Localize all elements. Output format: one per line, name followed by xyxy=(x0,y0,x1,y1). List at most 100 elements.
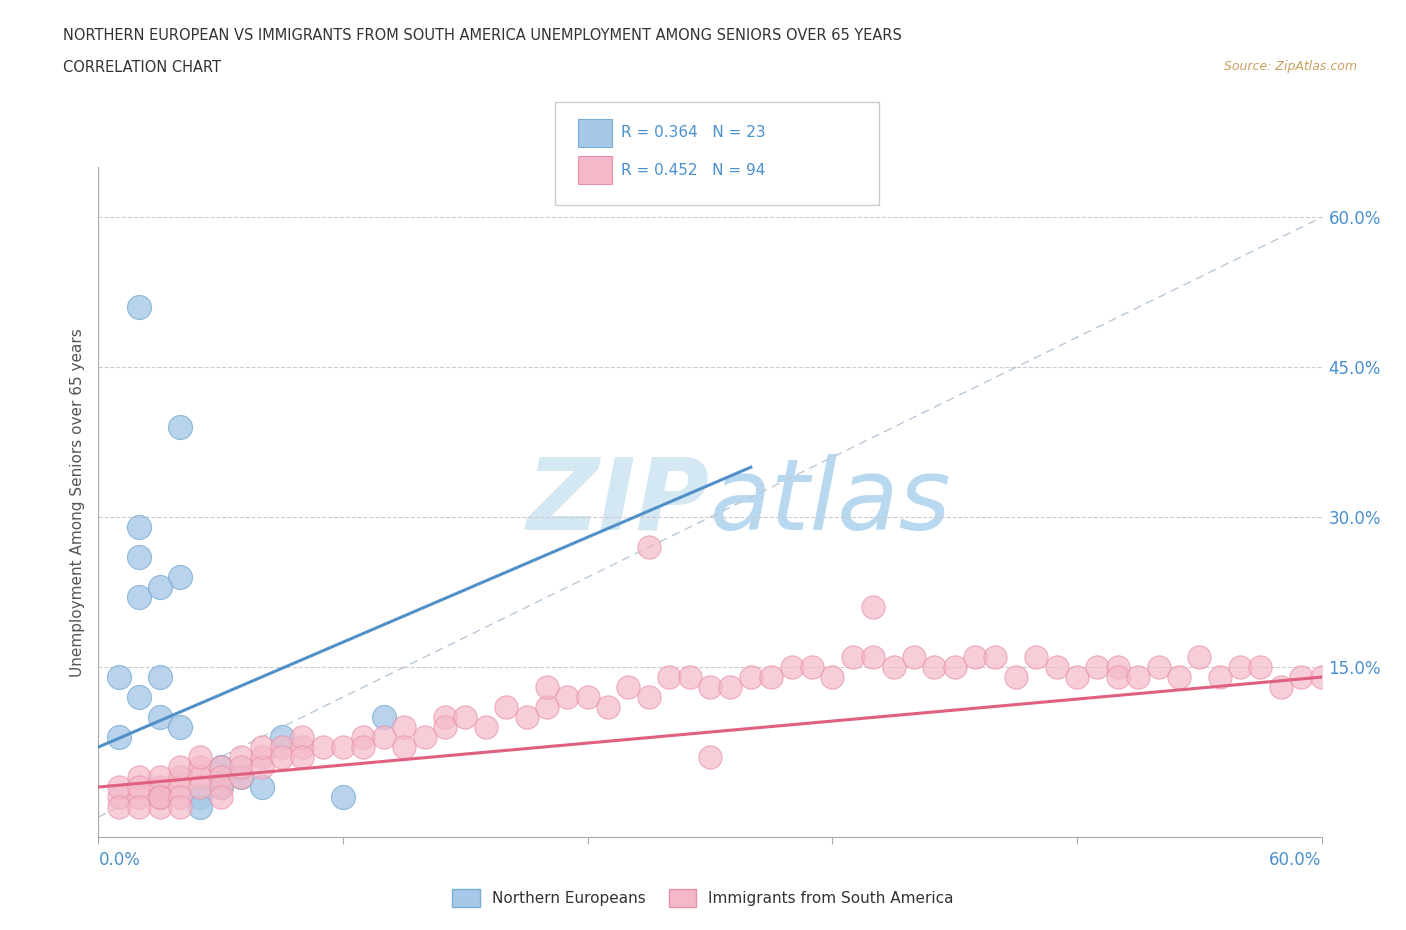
Point xyxy=(1066,670,1088,684)
Point xyxy=(658,670,681,684)
Point xyxy=(332,790,354,804)
Point xyxy=(332,739,354,754)
Text: CORRELATION CHART: CORRELATION CHART xyxy=(63,60,221,75)
Point xyxy=(108,730,131,745)
Point xyxy=(392,739,416,754)
Y-axis label: Unemployment Among Seniors over 65 years: Unemployment Among Seniors over 65 years xyxy=(70,328,86,677)
Point xyxy=(761,670,783,684)
Point xyxy=(965,650,987,665)
Text: ZIP: ZIP xyxy=(527,454,710,551)
Text: 0.0%: 0.0% xyxy=(98,851,141,870)
Point xyxy=(1291,670,1313,684)
Point xyxy=(495,699,517,714)
Text: Source: ZipAtlas.com: Source: ZipAtlas.com xyxy=(1223,60,1357,73)
Point xyxy=(108,779,131,794)
Point xyxy=(188,760,212,775)
Point xyxy=(413,730,436,745)
Point xyxy=(862,600,884,615)
Point xyxy=(373,730,395,745)
Point xyxy=(291,750,314,764)
Legend: Northern Europeans, Immigrants from South America: Northern Europeans, Immigrants from Sout… xyxy=(446,884,960,913)
Point xyxy=(699,750,721,764)
Point xyxy=(638,690,661,705)
Point xyxy=(1147,659,1170,674)
Point xyxy=(352,730,374,745)
Point xyxy=(128,520,150,535)
Point xyxy=(149,790,172,804)
Point xyxy=(169,779,191,794)
Point xyxy=(231,750,253,764)
Point xyxy=(841,650,863,665)
Point xyxy=(128,550,150,565)
Point xyxy=(149,579,172,594)
Point xyxy=(128,690,150,705)
Text: NORTHERN EUROPEAN VS IMMIGRANTS FROM SOUTH AMERICA UNEMPLOYMENT AMONG SENIORS OV: NORTHERN EUROPEAN VS IMMIGRANTS FROM SOU… xyxy=(63,28,903,43)
Point xyxy=(169,570,191,585)
Point xyxy=(536,699,558,714)
Point xyxy=(1107,659,1129,674)
Point xyxy=(250,760,273,775)
Point xyxy=(638,539,661,554)
Point xyxy=(270,730,294,745)
Point xyxy=(373,710,395,724)
Point xyxy=(943,659,966,674)
Point xyxy=(250,750,273,764)
Point xyxy=(169,760,191,775)
Point xyxy=(169,419,191,434)
Point xyxy=(188,790,212,804)
Point xyxy=(149,790,172,804)
Text: R = 0.452   N = 94: R = 0.452 N = 94 xyxy=(621,163,766,178)
Point xyxy=(922,659,945,674)
Point xyxy=(188,750,212,764)
Point xyxy=(108,790,131,804)
Text: atlas: atlas xyxy=(710,454,952,551)
Point xyxy=(291,730,314,745)
Point xyxy=(434,720,457,735)
Point xyxy=(1310,670,1333,684)
Point xyxy=(679,670,702,684)
Point xyxy=(903,650,925,665)
Point xyxy=(231,770,253,785)
Point xyxy=(149,779,172,794)
Point xyxy=(780,659,803,674)
Point xyxy=(801,659,824,674)
Point xyxy=(557,690,579,705)
Point xyxy=(188,800,212,815)
Point xyxy=(312,739,335,754)
Point xyxy=(883,659,905,674)
Point xyxy=(598,699,620,714)
Point xyxy=(209,770,232,785)
Point xyxy=(821,670,844,684)
Point xyxy=(231,760,253,775)
Point xyxy=(209,790,232,804)
Point xyxy=(108,670,131,684)
Point xyxy=(454,710,477,724)
Point xyxy=(128,790,150,804)
Point xyxy=(149,710,172,724)
Point xyxy=(250,739,273,754)
Point xyxy=(128,590,150,604)
Point xyxy=(1128,670,1150,684)
Point xyxy=(231,770,253,785)
Point xyxy=(188,779,212,794)
Point xyxy=(128,800,150,815)
Point xyxy=(149,770,172,785)
Point xyxy=(1229,659,1251,674)
Point xyxy=(169,790,191,804)
Point xyxy=(169,770,191,785)
Point xyxy=(270,750,294,764)
Point xyxy=(516,710,538,724)
Point xyxy=(536,680,558,695)
Point xyxy=(699,680,721,695)
Point xyxy=(740,670,762,684)
Point xyxy=(434,710,457,724)
Point xyxy=(108,800,131,815)
Point xyxy=(209,779,232,794)
Point xyxy=(188,770,212,785)
Text: 60.0%: 60.0% xyxy=(1270,851,1322,870)
Point xyxy=(1045,659,1069,674)
Point xyxy=(392,720,416,735)
Point xyxy=(169,800,191,815)
Point xyxy=(617,680,640,695)
Point xyxy=(270,739,294,754)
